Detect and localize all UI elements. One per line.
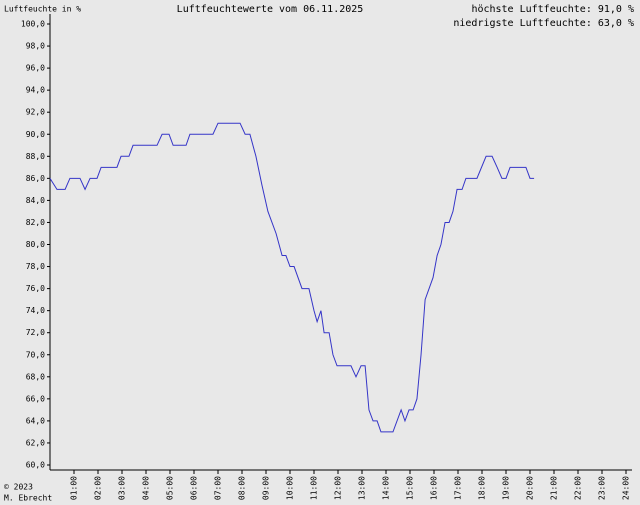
credit: M. Ebrecht bbox=[4, 494, 52, 503]
y-tick-label: 62,0 bbox=[26, 438, 45, 447]
x-tick-label: 13:00 bbox=[358, 476, 367, 500]
x-tick-label: 22:00 bbox=[574, 476, 583, 500]
x-tick-label: 11:00 bbox=[310, 476, 319, 500]
x-tick-label: 23:00 bbox=[598, 476, 607, 500]
credit: © 2023 bbox=[4, 483, 33, 492]
y-tick-label: 72,0 bbox=[26, 328, 45, 337]
data-line bbox=[49, 122, 535, 433]
x-tick-label: 09:00 bbox=[262, 476, 271, 500]
y-tick-label: 98,0 bbox=[26, 42, 45, 51]
y-tick-label: 100,0 bbox=[21, 20, 45, 29]
x-tick-label: 20:00 bbox=[526, 476, 535, 500]
y-tick-label: 88,0 bbox=[26, 152, 45, 161]
y-tick-label: 68,0 bbox=[26, 372, 45, 381]
y-tick-label: 82,0 bbox=[26, 218, 45, 227]
y-tick-label: 64,0 bbox=[26, 416, 45, 425]
x-tick-label: 15:00 bbox=[406, 476, 415, 500]
y-tick-label: 86,0 bbox=[26, 174, 45, 183]
x-tick-label: 21:00 bbox=[550, 476, 559, 500]
x-tick-label: 16:00 bbox=[430, 476, 439, 500]
x-tick-label: 04:00 bbox=[142, 476, 151, 500]
max-annotation: höchste Luftfeuchte: 91,0 % bbox=[471, 4, 634, 15]
x-tick-label: 02:00 bbox=[94, 476, 103, 500]
x-tick-label: 06:00 bbox=[190, 476, 199, 500]
x-tick-label: 05:00 bbox=[166, 476, 175, 500]
x-tick-label: 08:00 bbox=[238, 476, 247, 500]
x-tick-label: 07:00 bbox=[214, 476, 223, 500]
x-tick-label: 14:00 bbox=[382, 476, 391, 500]
y-tick-label: 76,0 bbox=[26, 284, 45, 293]
x-tick-label: 10:00 bbox=[286, 476, 295, 500]
x-tick-label: 19:00 bbox=[502, 476, 511, 500]
y-tick-label: 84,0 bbox=[26, 196, 45, 205]
y-tick-label: 78,0 bbox=[26, 262, 45, 271]
x-tick-label: 18:00 bbox=[478, 476, 487, 500]
min-annotation: niedrigste Luftfeuchte: 63,0 % bbox=[453, 18, 634, 29]
x-tick-label: 01:00 bbox=[70, 476, 79, 500]
y-tick-label: 74,0 bbox=[26, 306, 45, 315]
y-tick-label: 94,0 bbox=[26, 86, 45, 95]
y-tick-label: 90,0 bbox=[26, 130, 45, 139]
y-tick-label: 60,0 bbox=[26, 461, 45, 470]
y-tick-label: 96,0 bbox=[26, 64, 45, 73]
x-tick-label: 12:00 bbox=[334, 476, 343, 500]
x-tick-label: 03:00 bbox=[118, 476, 127, 500]
y-axis-label: Luftfeuchte in % bbox=[4, 5, 81, 14]
chart-title: Luftfeuchtewerte vom 06.11.2025 bbox=[177, 4, 364, 15]
x-tick-label: 17:00 bbox=[454, 476, 463, 500]
y-tick-label: 92,0 bbox=[26, 108, 45, 117]
y-tick-label: 80,0 bbox=[26, 240, 45, 249]
y-tick-label: 66,0 bbox=[26, 394, 45, 403]
x-tick-label: 24:00 bbox=[622, 476, 631, 500]
y-tick-label: 70,0 bbox=[26, 350, 45, 359]
